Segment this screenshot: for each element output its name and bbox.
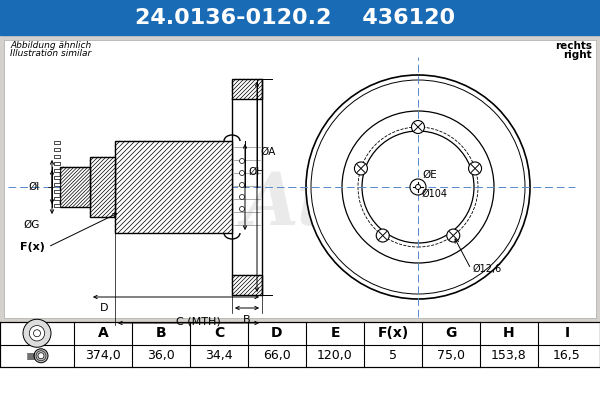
Text: Ate: Ate [243,170,377,240]
Circle shape [29,326,45,341]
Text: C (MTH): C (MTH) [176,317,221,327]
Text: H: H [503,326,515,340]
Text: B: B [155,326,166,340]
Bar [232,79,262,99]
Text: 24.0136-0120.2    436120: 24.0136-0120.2 436120 [135,8,455,28]
Text: 120,0: 120,0 [317,349,353,362]
Text: ØA: ØA [260,147,275,157]
Text: 16,5: 16,5 [553,349,581,362]
Circle shape [23,319,51,347]
Bar [0,0,600,35]
Text: Illustration similar: Illustration similar [10,49,91,58]
Text: D: D [100,303,109,313]
Circle shape [38,353,44,359]
Text: 75,0: 75,0 [437,349,465,362]
Text: ØI: ØI [29,182,40,192]
Bar [54,140,60,144]
Bar [90,157,115,217]
Text: right: right [563,50,592,60]
Bar [54,162,60,165]
Text: G: G [445,326,457,340]
Bar [54,196,60,200]
Text: F(x): F(x) [377,326,409,340]
Circle shape [239,206,245,212]
Bar [115,141,232,233]
Circle shape [415,184,421,190]
Text: rechts: rechts [555,41,592,51]
Text: 153,8: 153,8 [491,349,527,362]
Circle shape [355,162,367,175]
Text: A: A [98,326,109,340]
Bar [54,168,60,172]
Circle shape [239,194,245,200]
Text: Abbildung ähnlich: Abbildung ähnlich [10,41,91,50]
Text: ØG: ØG [23,220,40,230]
Bar [0,36,600,322]
Circle shape [34,349,48,363]
Circle shape [447,229,460,242]
Bar [4,40,596,318]
Text: Ø104: Ø104 [422,189,448,199]
Circle shape [239,158,245,164]
Circle shape [412,120,425,134]
Text: D: D [271,326,283,340]
Text: Ø12,6: Ø12,6 [473,264,502,274]
Text: E: E [330,326,340,340]
Bar [54,154,60,158]
Bar [54,182,60,186]
Circle shape [239,182,245,188]
Text: ØH: ØH [248,167,264,177]
Bar [0,322,600,367]
Bar [60,167,90,207]
Text: B: B [243,315,251,325]
Bar [54,190,60,193]
Text: I: I [565,326,569,340]
Circle shape [469,162,482,175]
Circle shape [410,179,426,195]
Bar [54,204,60,207]
Text: F(x): F(x) [20,242,45,252]
Circle shape [34,330,41,337]
Bar [54,148,60,151]
Circle shape [342,111,494,263]
Text: 374,0: 374,0 [85,349,121,362]
Circle shape [239,170,245,176]
Bar [54,176,60,179]
Circle shape [362,131,474,243]
Text: 66,0: 66,0 [263,349,291,362]
Text: C: C [214,326,224,340]
Text: ØE: ØE [422,170,437,180]
Text: 5: 5 [389,349,397,362]
Circle shape [306,75,530,299]
Text: 36,0: 36,0 [147,349,175,362]
Bar [232,275,262,295]
Text: 34,4: 34,4 [205,349,233,362]
Circle shape [376,229,389,242]
